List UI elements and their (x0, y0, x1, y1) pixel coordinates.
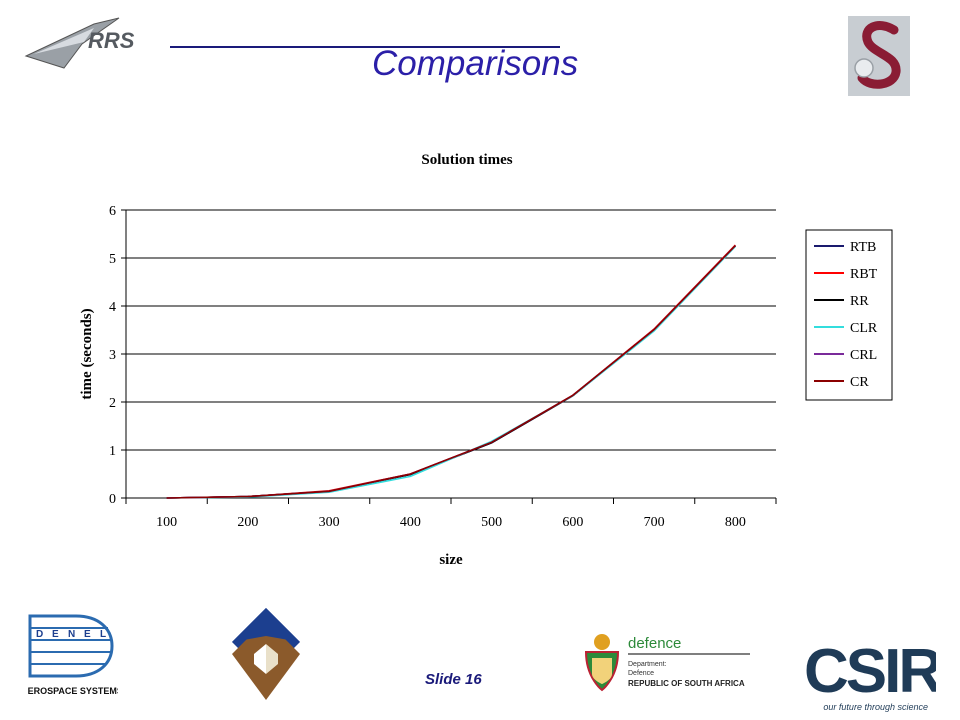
defence-line2: Defence (628, 670, 654, 677)
x-tick-label: 500 (481, 515, 502, 530)
defence-line3: REPUBLIC OF SOUTH AFRICA (628, 679, 745, 688)
defence-logo: defence Department: Defence REPUBLIC OF … (584, 634, 750, 692)
legend-label: CRL (850, 348, 877, 363)
y-tick-label: 6 (109, 204, 116, 219)
csir-tagline: our future through science (823, 702, 928, 712)
legend-label: RR (850, 294, 869, 309)
legend-label: CR (850, 375, 869, 390)
y-tick-label: 5 (109, 252, 116, 267)
x-tick-label: 600 (562, 515, 583, 530)
series-line-rtb (166, 245, 736, 499)
defence-name: defence (628, 635, 681, 652)
y-tick-label: 2 (109, 396, 116, 411)
x-tick-label: 200 (237, 515, 258, 530)
series-line-crl (166, 244, 736, 499)
series-line-rr (166, 245, 736, 499)
defence-line1: Department: (628, 661, 667, 668)
x-tick-label: 400 (400, 515, 421, 530)
legend-label: CLR (850, 321, 878, 336)
diamond-logo (232, 608, 300, 700)
denel-letter: N (68, 629, 75, 640)
csir-name: CSIR (804, 637, 936, 706)
y-tick-label: 0 (109, 492, 116, 507)
legend-label: RBT (850, 267, 878, 282)
y-tick-label: 3 (109, 348, 116, 363)
chart-legend: RTB RBT RR CLR CRL CR (805, 229, 893, 401)
solution-times-chart: Solution times 0 1 2 3 4 5 6 100 200 300 400 500 60… (79, 152, 893, 568)
denel-letter: E (84, 629, 91, 640)
chart-axes (121, 209, 777, 504)
x-tick-labels: 100 200 300 400 500 600 700 800 (156, 515, 746, 530)
series-line-cr (166, 244, 736, 499)
x-tick-label: 800 (725, 515, 746, 530)
x-tick-label: 300 (319, 515, 340, 530)
rrs-logo-text: RRS (88, 28, 135, 53)
legend-box (805, 229, 893, 401)
x-tick-label: 100 (156, 515, 177, 530)
denel-letter: E (52, 629, 59, 640)
series-line-clr (166, 245, 736, 499)
denel-letter: L (100, 629, 106, 640)
title-rule (170, 46, 560, 48)
y-axis-label: time (seconds) (79, 308, 95, 399)
oak-leaf-icon (854, 58, 874, 78)
chart-title: Solution times (421, 152, 512, 168)
y-tick-labels: 0 1 2 3 4 5 6 (109, 204, 116, 507)
university-logo (848, 16, 910, 96)
x-axis-label: size (439, 552, 463, 568)
legend-label: RTB (850, 240, 876, 255)
y-tick-label: 1 (109, 444, 116, 459)
coat-of-arms-icon (584, 634, 620, 692)
series-lines (166, 244, 736, 499)
series-line-rbt (166, 244, 736, 499)
csir-logo: CSIR our future through science (804, 637, 936, 712)
slide-title: Comparisons (372, 44, 579, 83)
rrs-logo: RRS (24, 17, 135, 69)
denel-letter: D (36, 629, 43, 640)
chart-gridlines (126, 209, 776, 499)
x-tick-label: 700 (644, 515, 665, 530)
y-tick-label: 4 (109, 300, 116, 315)
slide-number: Slide 16 (425, 671, 482, 688)
